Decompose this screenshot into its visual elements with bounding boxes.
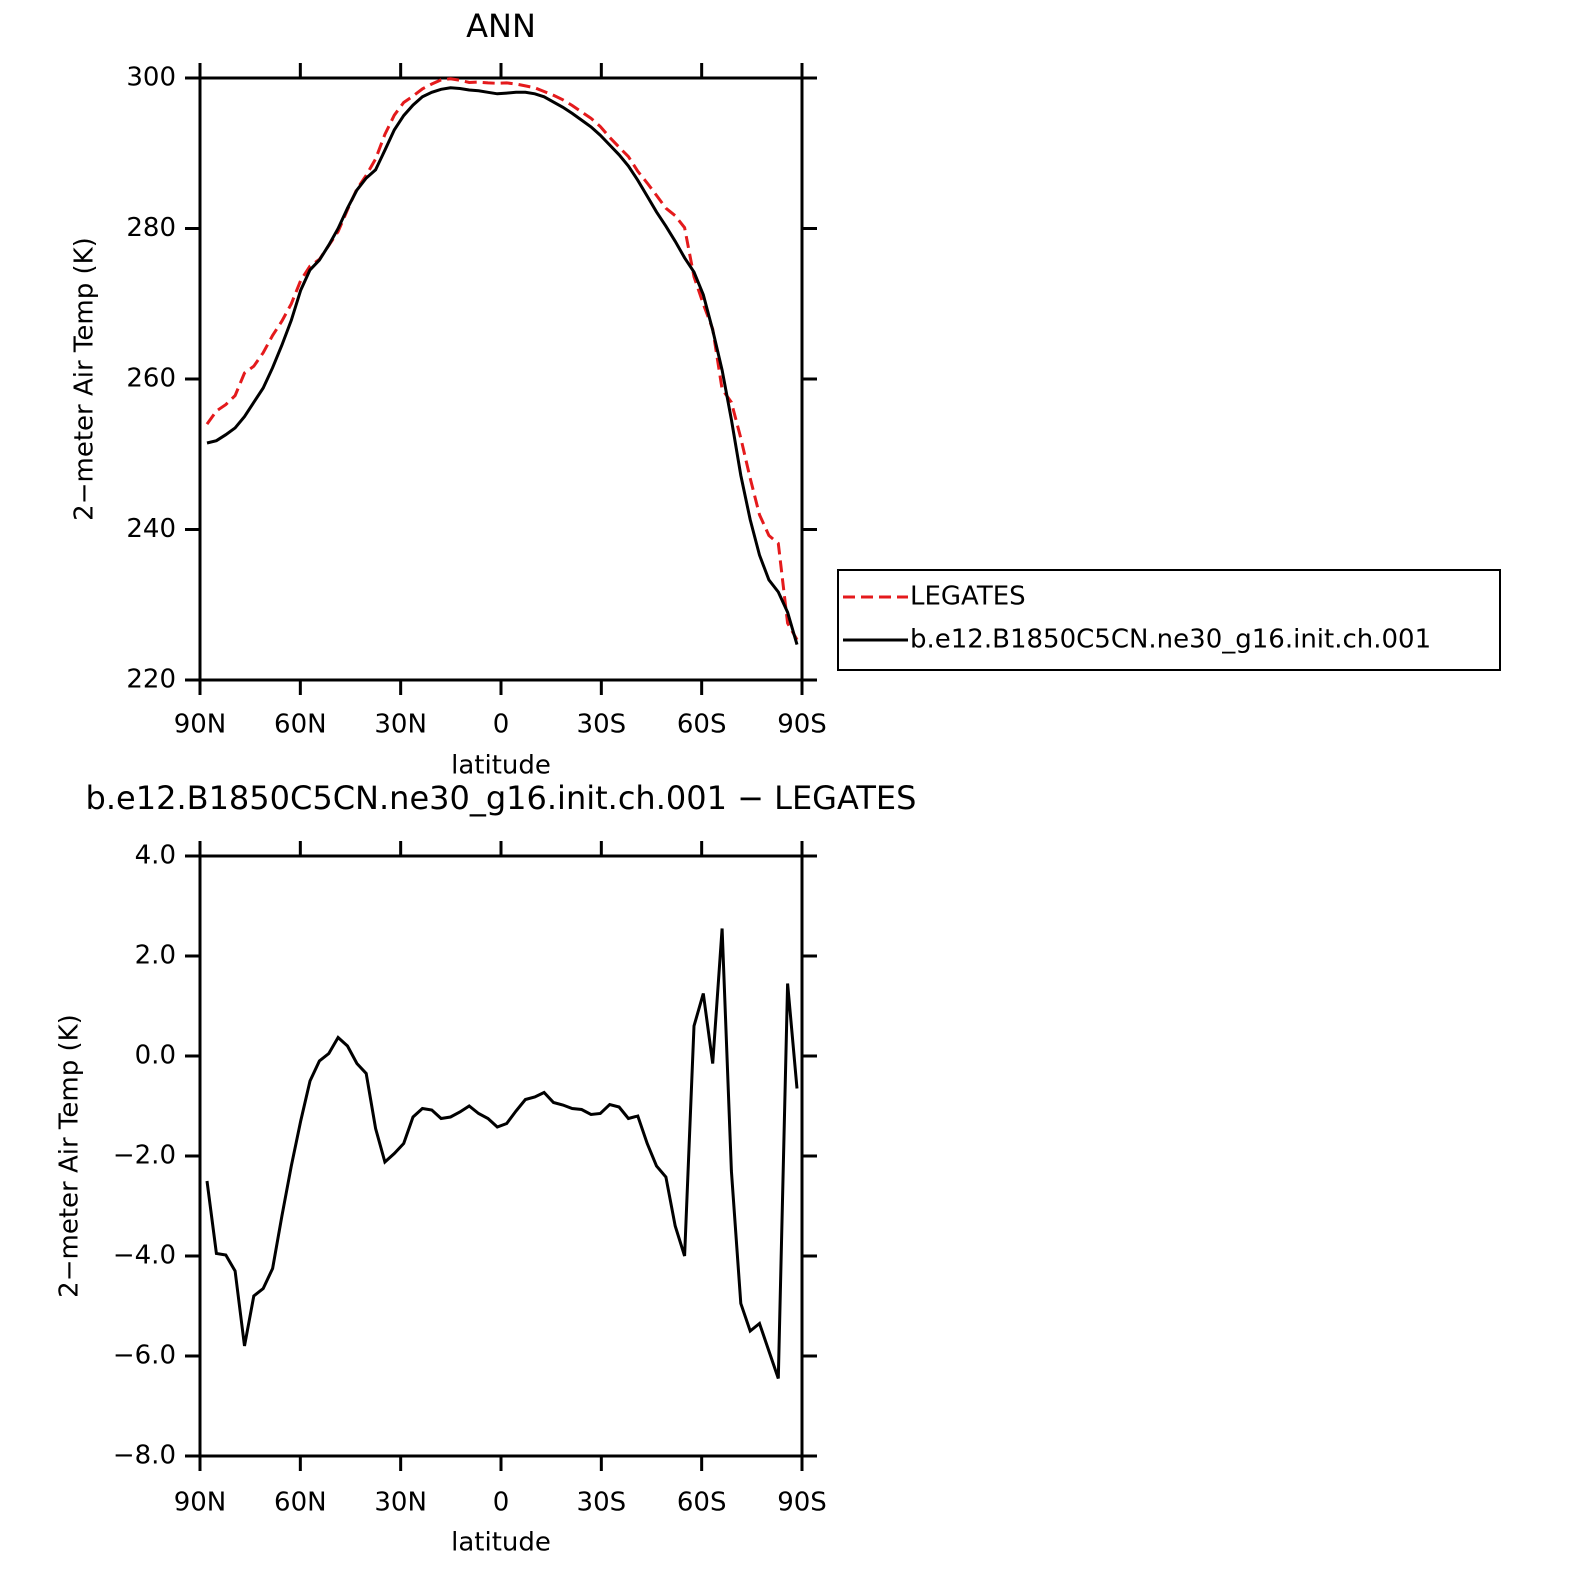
x-tick-label: 30N [374,710,427,740]
plot-frame [198,854,804,1458]
x-axis-label: latitude [451,1528,551,1558]
data-line [205,928,799,1379]
y-tick-label: 4.0 [135,841,176,871]
data-line [205,77,799,641]
legend-box [837,569,1501,671]
y-tick-label: 220 [126,665,176,695]
x-tick-label: 60N [274,1488,327,1518]
chart-title: ANN [466,7,536,45]
y-tick-label: −4.0 [113,1241,176,1271]
legend-label: b.e12.B1850C5CN.ne30_g16.init.ch.001 [910,625,1431,655]
x-tick-label: 60S [677,1488,727,1518]
chart-title: b.e12.B1850C5CN.ne30_g16.init.ch.001 − L… [86,779,917,817]
x-axis-label: latitude [451,751,551,781]
plot-frame [198,76,804,682]
x-tick-label: 90S [777,710,827,740]
x-tick-label: 0 [493,710,510,740]
x-tick-label: 90N [174,1488,227,1518]
x-tick-label: 60S [677,710,727,740]
y-tick-label: 2.0 [135,941,176,971]
y-tick-label: 0.0 [135,1041,176,1071]
y-tick-label: 260 [126,364,176,394]
y-tick-label: 280 [126,213,176,243]
x-tick-label: 90N [174,710,227,740]
data-line [206,86,799,646]
x-tick-label: 90S [777,1488,827,1518]
x-tick-label: 30S [577,1488,627,1518]
x-tick-label: 30S [577,710,627,740]
y-tick-label: 240 [126,514,176,544]
y-axis-label: 2−meter Air Temp (K) [55,1014,85,1298]
x-tick-label: 0 [493,1488,510,1518]
y-tick-label: −6.0 [113,1341,176,1371]
y-tick-label: −8.0 [113,1441,176,1471]
x-tick-label: 30N [374,1488,427,1518]
legend-label: LEGATES [910,582,1026,612]
x-tick-label: 60N [274,710,327,740]
y-tick-label: −2.0 [113,1141,176,1171]
y-axis-label: 2−meter Air Temp (K) [70,237,100,521]
y-tick-label: 300 [126,63,176,93]
